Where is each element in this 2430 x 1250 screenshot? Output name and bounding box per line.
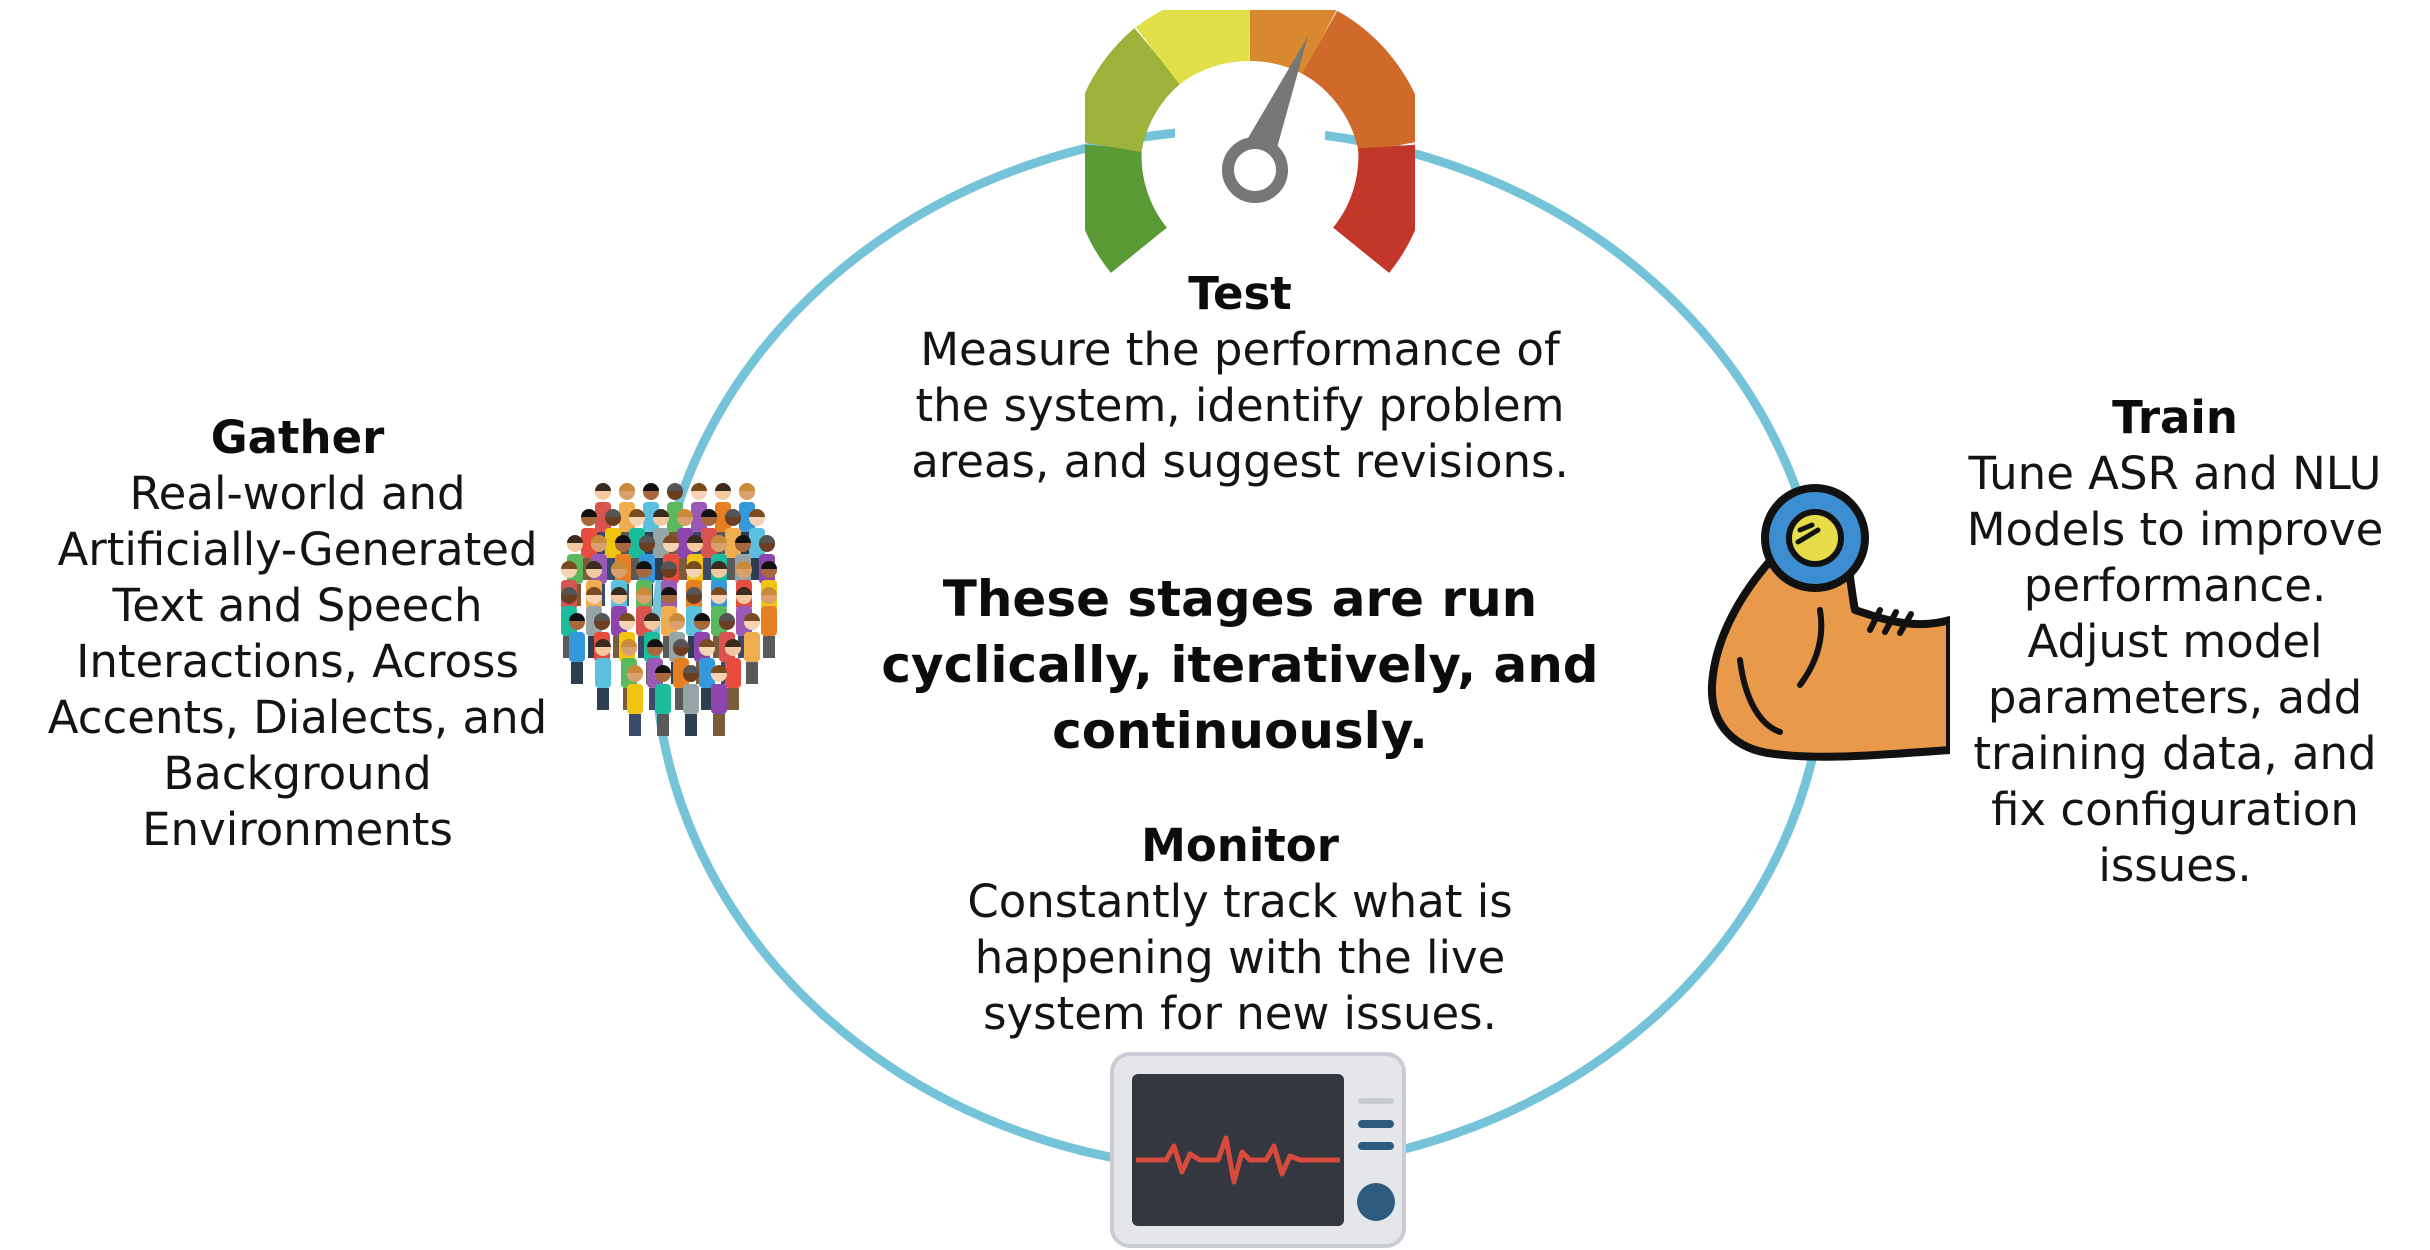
- gather-title: Gather: [210, 411, 385, 464]
- monitor-description: Constantly track what is happening with …: [967, 875, 1513, 1040]
- flexed-arm-dumbbell-icon: [1707, 484, 1950, 761]
- center-note: These stages are run cyclically, iterati…: [881, 570, 1599, 760]
- train-title: Train: [2112, 391, 2238, 444]
- test-stage: Test Measure the performance of the syst…: [880, 266, 1600, 490]
- gather-stage: Gather Real-world and Artificially-Gener…: [20, 410, 575, 858]
- train-stage: Train Tune ASR and NLU Models to improve…: [1945, 390, 2405, 894]
- crowd-icon: [561, 483, 777, 736]
- heart-monitor-icon: [1110, 1052, 1406, 1248]
- monitor-title: Monitor: [1141, 819, 1339, 872]
- train-description: Tune ASR and NLU Models to improve perfo…: [1966, 447, 2384, 892]
- test-description: Measure the performance of the system, i…: [911, 323, 1569, 488]
- speedometer-icon: [1085, 10, 1415, 280]
- monitor-stage: Monitor Constantly track what is happeni…: [900, 818, 1580, 1042]
- gather-description: Real-world and Artificially-Generated Te…: [47, 467, 548, 856]
- test-title: Test: [1188, 267, 1292, 320]
